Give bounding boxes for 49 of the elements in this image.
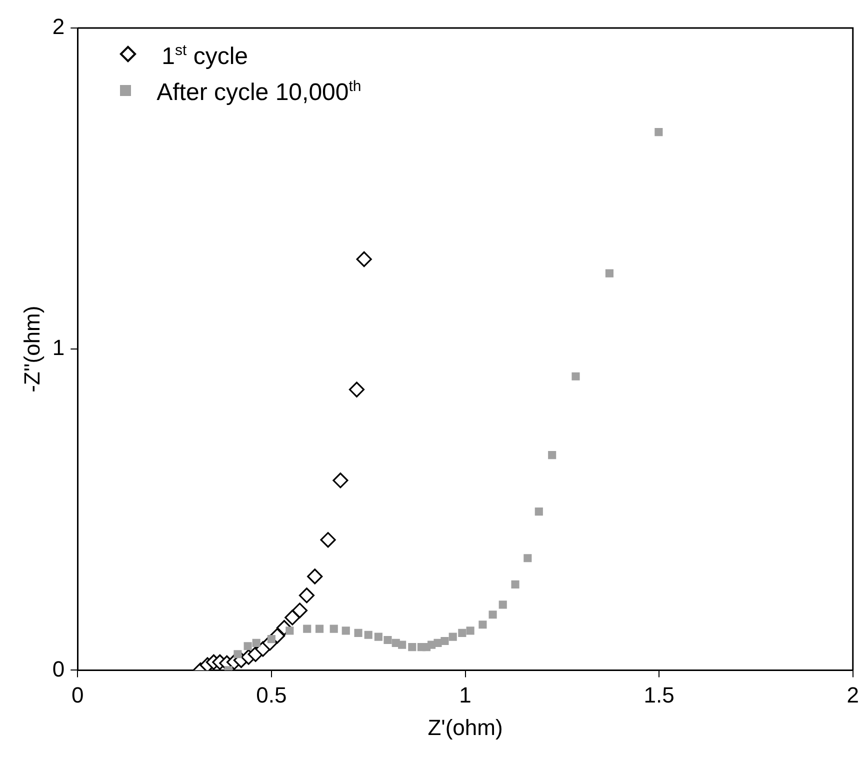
point (466, 626, 474, 635)
y-tick-label: 0 (52, 656, 65, 682)
point (605, 269, 614, 278)
point (315, 624, 324, 633)
point (356, 251, 372, 267)
point (548, 451, 556, 460)
point (440, 636, 449, 646)
y-tick-label: 2 (52, 14, 65, 40)
point (524, 554, 532, 562)
point (448, 632, 457, 641)
point (303, 624, 312, 633)
x-tick-label: 0 (72, 682, 84, 708)
x-tick-label: 1.5 (644, 682, 674, 708)
x-axis-title: Z'(ohm) (428, 714, 503, 740)
y-tick-label: 1 (52, 335, 65, 360)
point (330, 624, 338, 633)
point (478, 620, 487, 629)
point (284, 610, 300, 626)
x-tick-label: 0.5 (256, 682, 287, 708)
y-axis-title: -Z''(ohm) (19, 306, 44, 392)
point (408, 643, 416, 652)
point (364, 630, 372, 639)
point (292, 602, 308, 618)
point (458, 628, 466, 637)
point (252, 638, 260, 647)
point (286, 626, 294, 635)
point (354, 628, 362, 637)
point (488, 610, 497, 619)
point (298, 588, 315, 604)
point (342, 626, 350, 635)
legend-label: 1$^{st}$ cycle (162, 41, 248, 72)
legend-label: After cycle 10,000$^{th}$ (156, 77, 362, 108)
point (348, 382, 365, 398)
point (398, 640, 406, 649)
point (572, 372, 580, 380)
point (374, 632, 382, 641)
point (498, 600, 507, 609)
point (234, 650, 242, 658)
point (434, 638, 442, 647)
x-tick-label: 1 (459, 682, 472, 708)
x-tick-label: 2 (846, 682, 860, 708)
point (244, 642, 252, 650)
point (320, 532, 336, 548)
point (534, 508, 543, 516)
point (654, 128, 663, 136)
point (511, 580, 520, 588)
point (332, 472, 348, 488)
point (307, 568, 323, 584)
point (384, 636, 392, 644)
